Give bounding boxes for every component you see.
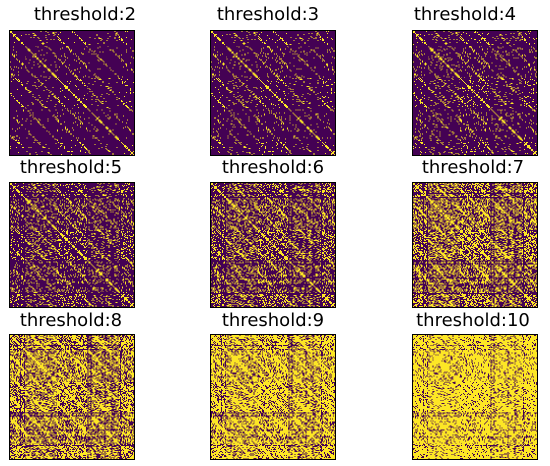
panel-title: threshold:9 <box>221 310 325 331</box>
heatmap-threshold-4 <box>412 30 538 156</box>
heatmap-threshold-8 <box>9 334 135 460</box>
heatmap-threshold-9 <box>210 334 336 460</box>
panel-title: threshold:4 <box>413 4 517 25</box>
heatmap-threshold-2 <box>9 30 135 156</box>
panel-title: threshold:5 <box>19 157 123 178</box>
heatmap-threshold-6 <box>210 182 336 308</box>
panel-title: threshold:3 <box>216 4 320 25</box>
panel-title: threshold:6 <box>221 157 325 178</box>
panel-title: threshold:2 <box>33 4 137 25</box>
heatmap-threshold-3 <box>210 30 336 156</box>
panel-title: threshold:10 <box>416 310 530 331</box>
heatmap-threshold-10 <box>412 334 538 460</box>
heatmap-threshold-7 <box>412 182 538 308</box>
panel-title: threshold:8 <box>19 310 123 331</box>
heatmap-threshold-5 <box>9 182 135 308</box>
panel-title: threshold:7 <box>421 157 525 178</box>
